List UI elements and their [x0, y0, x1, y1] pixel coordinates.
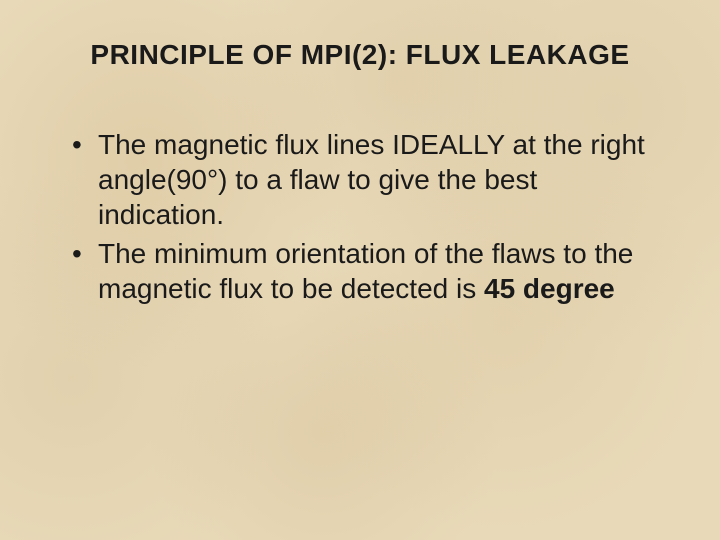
slide: PRINCIPLE OF MPI(2): FLUX LEAKAGE The ma… [0, 0, 720, 540]
slide-title: PRINCIPLE OF MPI(2): FLUX LEAKAGE [50, 38, 670, 72]
bullet-text-pre: The magnetic flux lines IDEALLY at the r… [98, 129, 645, 230]
bullet-text-bold: 45 degree [484, 273, 615, 304]
list-item: The magnetic flux lines IDEALLY at the r… [78, 127, 670, 232]
list-item: The minimum orientation of the flaws to … [78, 236, 670, 306]
bullet-list: The magnetic flux lines IDEALLY at the r… [50, 127, 670, 306]
